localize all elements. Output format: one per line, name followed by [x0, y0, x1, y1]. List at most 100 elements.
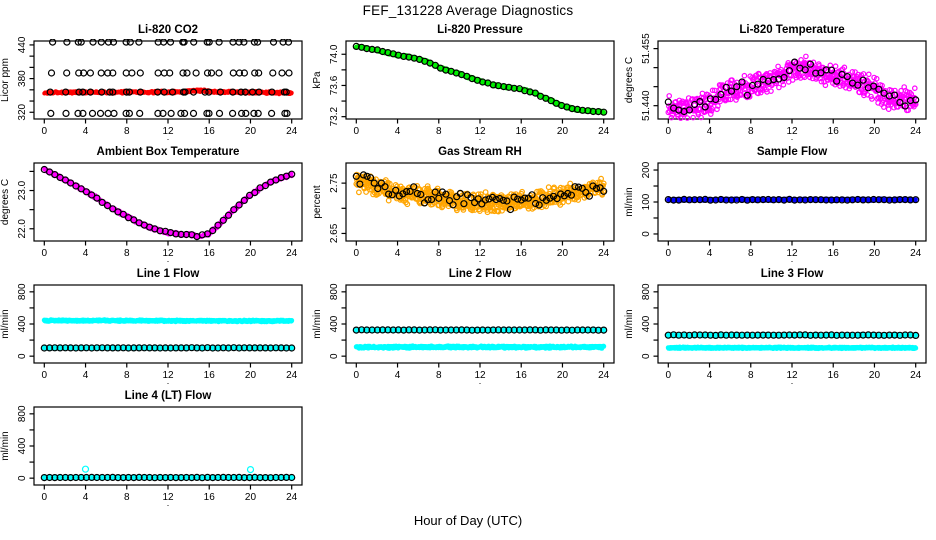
x-tick-label: 4	[395, 370, 401, 381]
x-axis: 0 4 8 12 16 20 24.	[354, 119, 610, 142]
panel-title: Gas Stream RH	[438, 146, 522, 158]
chart-li820-co2: Li-820 CO2 Licor ppm 0 4 8 12 16 20 24. 320 380 440	[0, 24, 303, 142]
figure-x-axis-label: Hour of Day (UTC)	[413, 513, 523, 528]
x-axis-sublabel: .	[791, 132, 794, 142]
series-2-open	[352, 326, 608, 334]
panel-line1-flow: Line 1 Flow ml/min 0 4 8 12 16 20 24. 0 400 800	[0, 264, 312, 386]
x-tick-label: 8	[124, 370, 130, 381]
series-0-dot	[42, 166, 294, 240]
y-tick-label: 400	[17, 315, 28, 332]
y-axis: 0 400 800	[17, 283, 34, 359]
chart-line3-flow: Line 3 Flow ml/min 0 4 8 12 16 20 24. 0 400 800	[624, 268, 927, 386]
x-tick-label: 8	[124, 248, 130, 259]
chart-line1-flow: Line 1 Flow ml/min 0 4 8 12 16 20 24. 0 400 800	[0, 268, 303, 386]
y-tick-label: 320	[17, 103, 28, 120]
x-tick-label: 4	[395, 248, 401, 259]
x-tick-label: 24	[598, 126, 610, 137]
series-group	[42, 39, 294, 118]
x-axis-sublabel: .	[167, 376, 170, 386]
x-tick-label: 24	[598, 248, 610, 259]
chart-li820-pressure: Li-820 Pressure kPa 0 4 8 12 16 20 24. 73.2 73.6 74…	[312, 24, 615, 142]
y-tick-label: 73.6	[329, 75, 340, 95]
x-tick-label: 12	[162, 126, 174, 137]
y-tick-label: 23.0	[17, 180, 28, 200]
y-axis-label: degrees C	[624, 57, 635, 103]
y-tick-label: 800	[329, 283, 340, 300]
y-axis-label: ml/min	[0, 431, 11, 460]
panel-title: Li-820 Temperature	[739, 24, 844, 36]
series-1-dot	[353, 343, 607, 351]
x-tick-label: 24	[910, 248, 922, 259]
y-tick-label: 0	[17, 353, 28, 359]
y-axis-label: Licor ppm	[0, 58, 11, 102]
y-axis-label: kPa	[312, 71, 323, 89]
x-tick-label: 4	[707, 370, 713, 381]
x-axis-sublabel: .	[479, 254, 482, 264]
x-tick-label: 12	[786, 126, 798, 137]
y-tick-label: 400	[641, 315, 652, 332]
x-tick-label: 20	[245, 370, 257, 381]
series-group	[352, 42, 608, 116]
x-tick-label: 24	[286, 248, 298, 259]
chart-li820-temperature: Li-820 Temperature degrees C 0 4 8 12 16 20 24. 5…	[624, 24, 927, 142]
panel-title: Li-820 CO2	[138, 24, 198, 36]
y-tick-label: 51.455	[641, 33, 652, 64]
x-axis: 0 4 8 12 16 20 24.	[42, 241, 298, 264]
y-tick-label: 0	[329, 353, 340, 359]
x-tick-label: 0	[42, 370, 48, 381]
y-axis-label: ml/min	[0, 309, 11, 338]
x-tick-label: 0	[42, 248, 48, 259]
chart-line2-flow: Line 2 Flow ml/min 0 4 8 12 16 20 24. 0 400 800	[312, 268, 615, 386]
panel-gas-stream-rh: Gas Stream RH percent 0 4 8 12 16 20 24. 2.65 2.75	[312, 142, 624, 264]
panel-line2-flow: Line 2 Flow ml/min 0 4 8 12 16 20 24. 0 400 800	[312, 264, 624, 386]
x-tick-label: 8	[748, 248, 754, 259]
chart-line4-lt-flow: Line 4 (LT) Flow ml/min 0 4 8 12 16 20 24. 0 400 80…	[0, 390, 303, 508]
y-axis: 22.0 23.0	[17, 170, 34, 238]
series-2-open	[40, 473, 296, 482]
x-tick-label: 0	[42, 126, 48, 137]
y-tick-label: 100	[641, 193, 652, 210]
x-tick-label: 20	[245, 126, 257, 137]
x-axis-sublabel: .	[167, 498, 170, 508]
x-axis-sublabel: .	[479, 132, 482, 142]
x-tick-label: 8	[124, 492, 130, 503]
series-0-dot	[41, 317, 295, 325]
x-tick-label: 16	[828, 370, 840, 381]
y-axis: 51.440 51.455	[641, 33, 658, 121]
y-axis: 0 100 200	[641, 161, 658, 237]
y-axis: 2.65 2.75	[329, 173, 346, 243]
x-axis: 0 4 8 12 16 20 24.	[42, 363, 298, 386]
panel-line3-flow: Line 3 Flow ml/min 0 4 8 12 16 20 24. 0 400 800	[624, 264, 936, 386]
x-tick-label: 0	[354, 370, 360, 381]
x-tick-label: 24	[286, 492, 298, 503]
panel-title: Sample Flow	[757, 146, 827, 158]
y-tick-label: 51.440	[641, 90, 652, 121]
x-tick-label: 8	[748, 370, 754, 381]
x-tick-label: 0	[666, 248, 672, 259]
x-tick-label: 12	[474, 248, 486, 259]
x-tick-label: 16	[204, 492, 216, 503]
x-tick-label: 0	[42, 492, 48, 503]
plot-box	[345, 284, 615, 364]
chart-ambient-box-temperature: Ambient Box Temperature degrees C 0 4 8 12 16 2…	[0, 146, 303, 264]
series-group	[664, 53, 920, 121]
x-tick-label: 8	[748, 126, 754, 137]
x-tick-label: 20	[869, 248, 881, 259]
y-tick-label: 380	[17, 70, 28, 87]
y-tick-label: 800	[641, 283, 652, 300]
x-tick-label: 16	[204, 248, 216, 259]
x-axis: 0 4 8 12 16 20 24.	[42, 119, 298, 142]
panel-title: Line 1 Flow	[137, 268, 200, 280]
x-tick-label: 4	[707, 126, 713, 137]
panel-grid: Li-820 CO2 Licor ppm 0 4 8 12 16 20 24. 320 380 440…	[0, 20, 936, 508]
y-axis: 0 400 800	[17, 405, 34, 481]
y-axis-label: ml/min	[624, 187, 635, 216]
series-group	[352, 171, 608, 216]
y-tick-label: 2.65	[329, 223, 340, 243]
series-1-open	[352, 171, 608, 214]
x-tick-label: 24	[910, 370, 922, 381]
plot-box	[657, 284, 927, 364]
y-tick-label: 2.75	[329, 173, 340, 193]
x-tick-label: 16	[516, 126, 528, 137]
